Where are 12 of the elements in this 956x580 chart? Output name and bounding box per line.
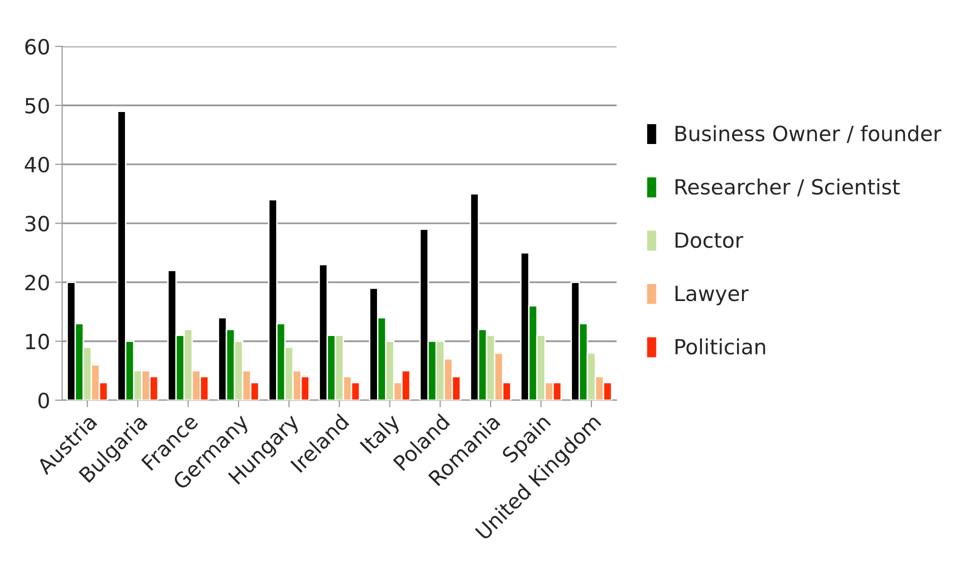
y-tick-label: 0 — [38, 392, 49, 408]
y-tick-label: 60 — [25, 38, 49, 55]
y-tick-label: 30 — [25, 216, 49, 232]
legend-label: Business Owner / founder — [676, 125, 942, 144]
legend-label: Researcher / Scientist — [676, 178, 900, 196]
y-tick-label: 40 — [24, 156, 49, 173]
legend-label: Politician — [676, 338, 766, 355]
legend-label: Lawyer — [676, 286, 749, 306]
legend-label: Doctor — [676, 232, 744, 248]
y-tick-label: 20 — [25, 274, 49, 290]
y-tick-label: 50 — [25, 98, 49, 114]
y-tick-label: 10 — [26, 334, 49, 350]
